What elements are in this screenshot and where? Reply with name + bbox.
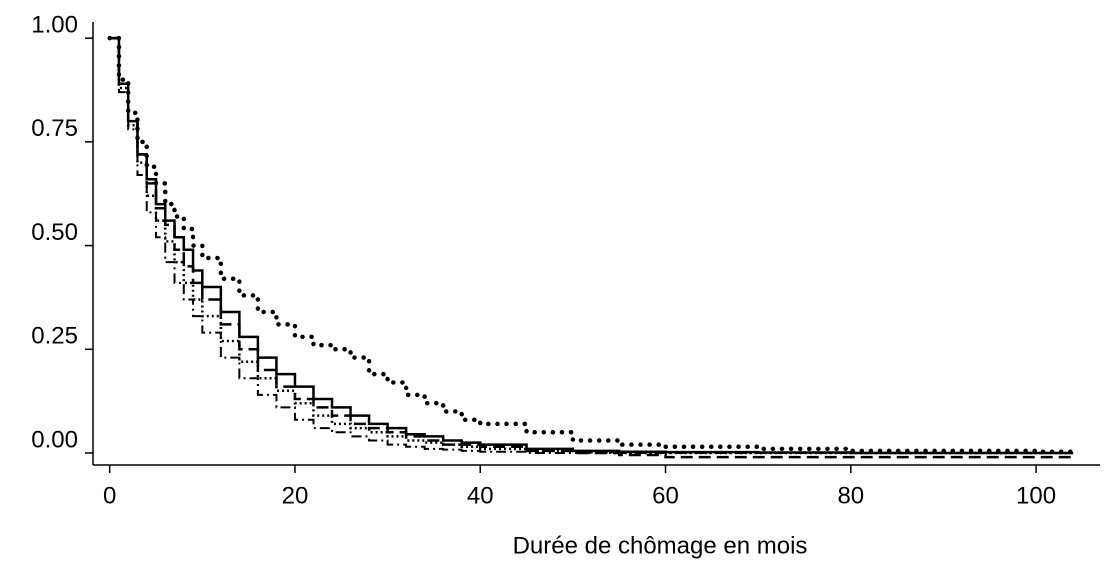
survival-curve [107, 35, 1076, 454]
survival-curve [109, 36, 1074, 459]
x-axis-label: Durée de chômage en mois [513, 532, 808, 559]
y-tick-label: 0.00 [31, 426, 78, 453]
survival-curve [109, 37, 1074, 454]
survival-curve [109, 36, 1074, 455]
y-tick-label: 0.25 [31, 323, 78, 350]
x-tick-label: 60 [652, 482, 679, 509]
x-tick-label: 40 [467, 482, 494, 509]
x-tick-label: 20 [282, 482, 309, 509]
x-tick-label: 80 [837, 482, 864, 509]
survival-curve [109, 36, 1074, 455]
y-tick-label: 0.75 [31, 115, 78, 142]
x-tick-label: 100 [1016, 482, 1056, 509]
x-tick-label: 0 [103, 482, 116, 509]
y-tick-label: 0.50 [31, 219, 78, 246]
y-tick-label: 1.00 [31, 12, 78, 39]
